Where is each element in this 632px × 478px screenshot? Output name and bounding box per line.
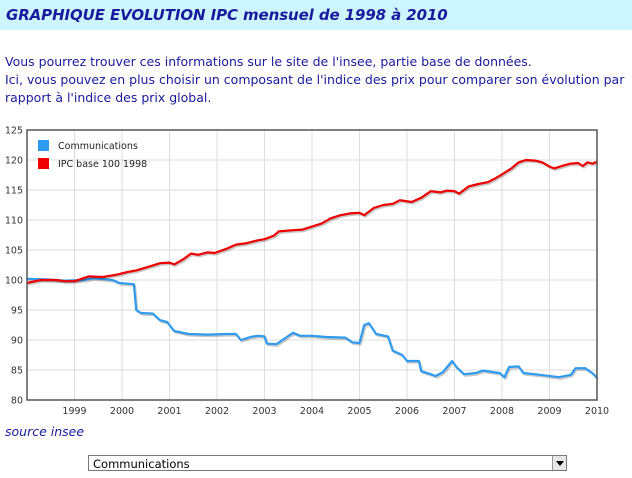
intro-line-1: Vous pourrez trouver ces informations su… <box>5 54 532 69</box>
x-tick-label-2003: 2003 <box>252 406 276 417</box>
x-tick-label-2009: 2009 <box>537 406 561 417</box>
source-link[interactable]: source insee <box>5 424 85 439</box>
x-tick-label-2005: 2005 <box>347 406 371 417</box>
series-line-1 <box>26 158 598 285</box>
y-tick-label-105: 105 <box>5 246 23 257</box>
legend-label-communications: Communications <box>58 141 138 152</box>
component-select-value: Communications <box>93 457 190 471</box>
y-tick-label-120: 120 <box>5 156 23 167</box>
legend-label-ipc: IPC base 100 1998 <box>58 159 147 170</box>
x-tick-label-2004: 2004 <box>300 406 324 417</box>
y-tick-label-85: 85 <box>11 366 23 377</box>
series-line-0 <box>26 277 598 379</box>
x-tick-label-2000: 2000 <box>110 406 134 417</box>
legend-swatch-ipc <box>38 158 49 169</box>
x-tick-label-2007: 2007 <box>442 406 466 417</box>
plot-frame <box>26 129 598 401</box>
series-lines <box>26 158 599 381</box>
y-tick-label-125: 125 <box>5 126 23 137</box>
y-tick-label-95: 95 <box>11 306 23 317</box>
chevron-down-icon[interactable] <box>552 456 566 470</box>
x-tick-label-2001: 2001 <box>157 406 181 417</box>
x-axis-ticks: 1999 2000 2001 2002 2003 2004 2005 2006 2007 2008… <box>62 406 609 417</box>
ipc-evolution-chart: 80 85 90 95 100 105 110 115 120 125 1999 2000 2001 2… <box>5 126 609 418</box>
y-tick-label-100: 100 <box>5 276 23 287</box>
title-bar: GRAPHIQUE EVOLUTION IPC mensuel de 1998 … <box>0 0 632 30</box>
legend-swatch-communications <box>38 140 49 151</box>
series-shadow-1 <box>27 160 599 286</box>
x-tick-label-2010: 2010 <box>585 406 609 417</box>
y-tick-label-110: 110 <box>5 216 23 227</box>
page-title: GRAPHIQUE EVOLUTION IPC mensuel de 1998 … <box>6 6 448 24</box>
y-axis-ticks: 80 85 90 95 100 105 110 115 120 125 <box>5 126 23 407</box>
intro-line-2: Ici, vous pouvez en plus choisir un comp… <box>5 72 625 105</box>
y-tick-label-115: 115 <box>5 186 23 197</box>
x-tick-label-2006: 2006 <box>395 406 419 417</box>
y-tick-label-80: 80 <box>11 396 23 407</box>
legend: Communications IPC base 100 1998 <box>38 140 147 170</box>
x-tick-label-2002: 2002 <box>205 406 229 417</box>
y-tick-label-90: 90 <box>11 336 23 347</box>
x-tick-label-2008: 2008 <box>490 406 514 417</box>
x-tick-label-1999: 1999 <box>62 406 86 417</box>
intro-text: Vous pourrez trouver ces informations su… <box>5 53 631 107</box>
component-select[interactable]: Communications <box>88 455 567 471</box>
